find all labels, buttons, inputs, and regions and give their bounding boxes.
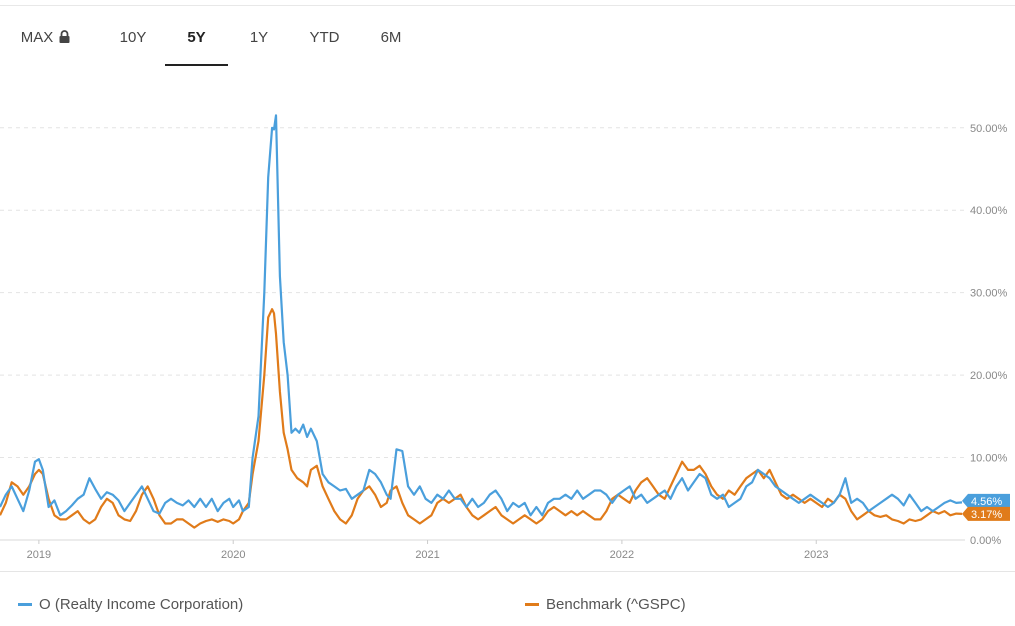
tab-6m-label: 6M xyxy=(380,29,402,46)
y-tick-label: 30.00% xyxy=(970,288,1008,300)
lock-icon xyxy=(59,29,70,43)
tab-5y-label: 5Y xyxy=(187,29,206,46)
tab-1y-label: 1Y xyxy=(249,29,269,46)
series-line-o xyxy=(0,114,963,517)
legend-item-benchmark[interactable]: Benchmark (^GSPC) xyxy=(525,594,686,616)
top-divider xyxy=(0,5,1015,6)
legend-swatch-benchmark xyxy=(525,602,539,606)
y-tick-label: 40.00% xyxy=(970,205,1008,217)
y-tick-label: 50.00% xyxy=(970,123,1008,135)
tab-ytd[interactable]: YTD xyxy=(292,20,357,66)
tab-10y[interactable]: 10Y xyxy=(103,20,163,66)
bottom-divider xyxy=(0,571,1015,572)
tab-max[interactable]: MAX xyxy=(8,20,83,66)
x-tick-label: 2020 xyxy=(221,549,245,561)
tab-10y-label: 10Y xyxy=(119,29,147,46)
legend-label-benchmark: Benchmark (^GSPC) xyxy=(546,596,686,613)
legend-swatch-o xyxy=(18,602,32,606)
last-value-badge-o: 4.56% xyxy=(962,493,1010,508)
x-tick-label: 2022 xyxy=(610,549,634,561)
svg-text:3.17%: 3.17% xyxy=(971,509,1002,521)
series-line-benchmark xyxy=(0,308,963,529)
tab-max-label: MAX xyxy=(20,29,54,46)
tab-5y[interactable]: 5Y xyxy=(165,20,228,66)
legend-label-o: O (Realty Income Corporation) xyxy=(39,596,244,613)
svg-text:4.56%: 4.56% xyxy=(971,496,1002,508)
x-tick-label: 2019 xyxy=(27,549,51,561)
range-tabs: MAX 10Y 5Y 1Y YTD 6M xyxy=(0,20,460,66)
y-tick-label: 0.00% xyxy=(970,535,1001,547)
y-tick-label: 10.00% xyxy=(970,453,1008,465)
x-tick-label: 2021 xyxy=(415,549,439,561)
last-value-badge-benchmark: 3.17% xyxy=(962,506,1010,521)
tab-ytd-label: YTD xyxy=(309,29,340,46)
x-tick-label: 2023 xyxy=(804,549,828,561)
volatility-chart[interactable]: 50.00% 40.00% 30.00% 20.00% 10.00% 0.00% 2019 2… xyxy=(0,80,1015,570)
tab-6m[interactable]: 6M xyxy=(360,20,422,66)
legend-item-o[interactable]: O (Realty Income Corporation) xyxy=(18,594,243,616)
y-tick-label: 20.00% xyxy=(970,370,1008,382)
tab-1y[interactable]: 1Y xyxy=(230,20,288,66)
